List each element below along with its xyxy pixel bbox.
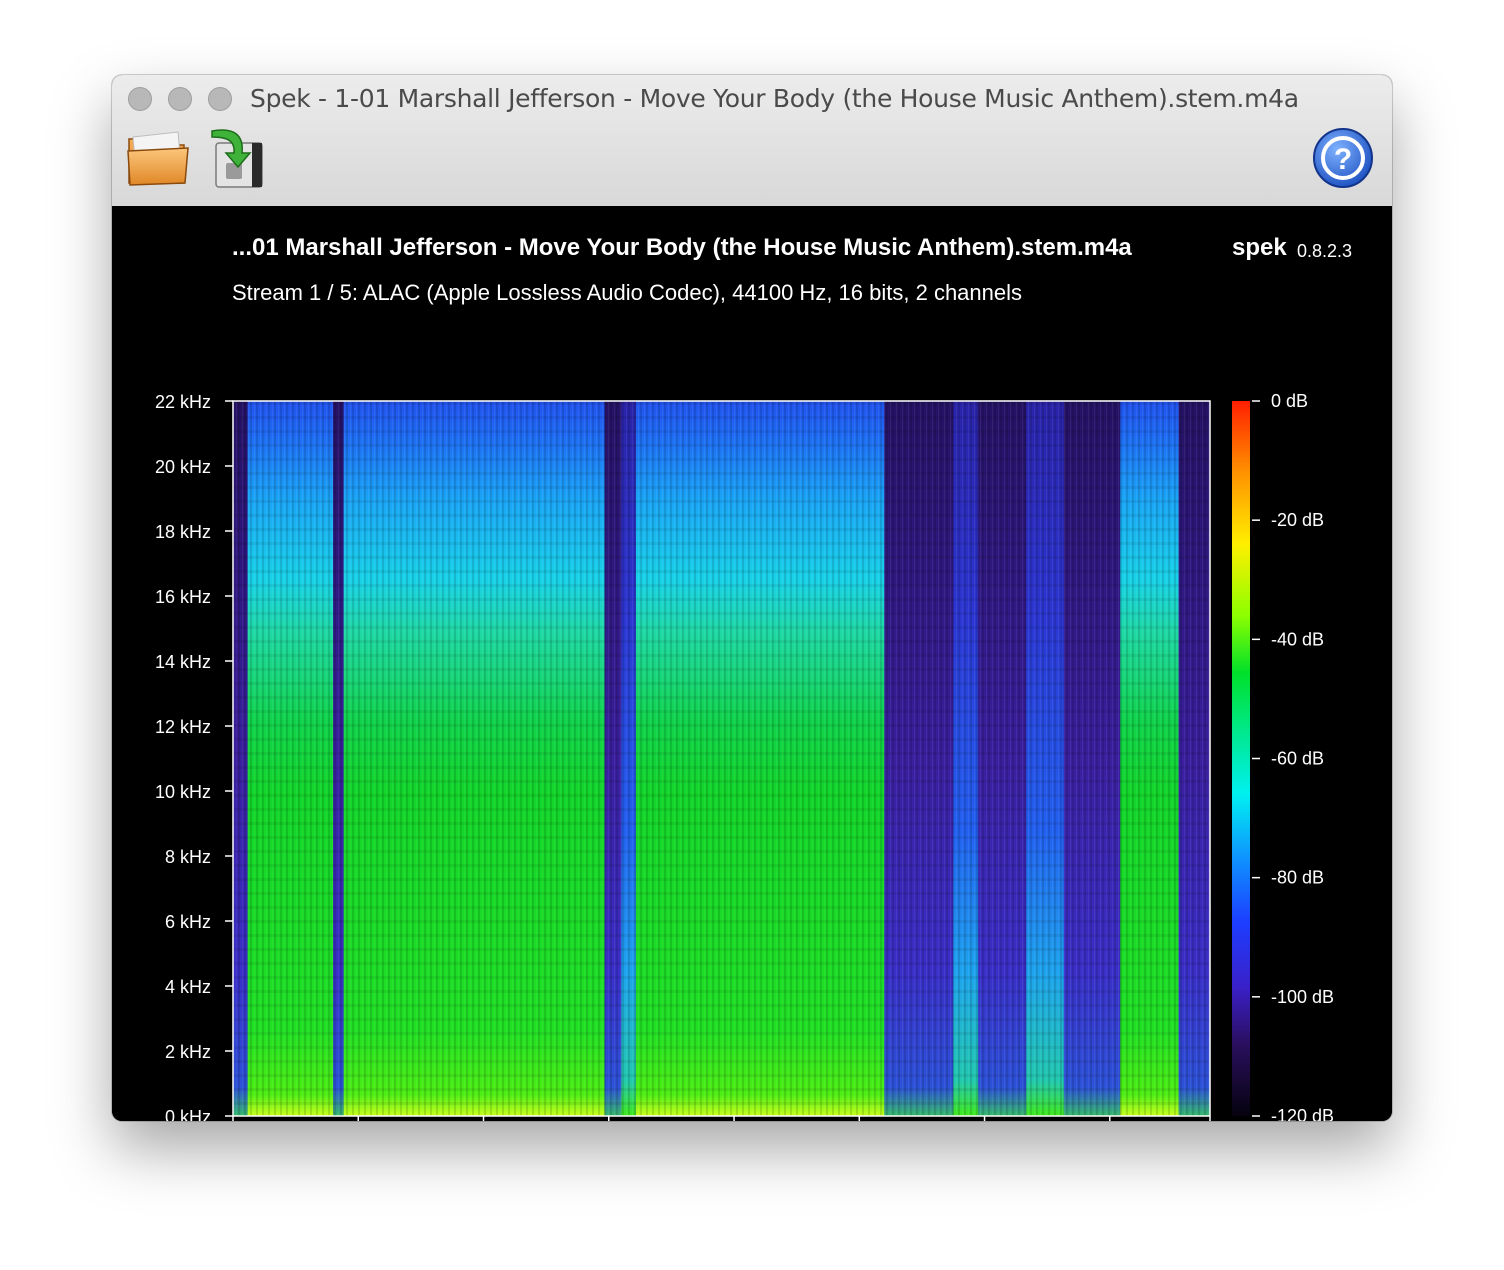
colorbar-tick-label: -100 dB [1271,987,1334,1007]
y-tick-label: 10 kHz [155,782,211,802]
colorbar-tick-label: 0 dB [1271,391,1308,411]
y-tick-label: 12 kHz [155,717,211,737]
app-name-label: spek [1232,234,1287,261]
minimize-window-button[interactable] [168,87,192,111]
title-bar: Spek - 1-01 Marshall Jefferson - Move Yo… [112,75,1392,207]
y-tick-label: 6 kHz [165,912,211,932]
y-tick-label: 16 kHz [155,587,211,607]
help-icon: ? [1313,128,1373,188]
colorbar-tick-label: -60 dB [1271,749,1324,769]
colorbar-tick-label: -20 dB [1271,510,1324,530]
y-tick-label: 18 kHz [155,522,211,542]
plot-frame [232,400,1211,1117]
stream-info-label: Stream 1 / 5: ALAC (Apple Lossless Audio… [232,280,1023,305]
folder-icon [127,131,189,186]
svg-text:?: ? [1334,143,1352,176]
spectrogram-chart: 0 kHz 2 kHz 4 kHz 6 kHz 8 kHz 10 kHz 12 kHz 14 … [155,391,1334,1121]
version-label: 0.8.2.3 [1297,241,1353,261]
y-tick-label: 22 kHz [155,392,211,412]
spek-window: Spek - 1-01 Marshall Jefferson - Move Yo… [112,75,1392,1121]
y-tick-label: 4 kHz [165,977,211,997]
y-tick-label: 2 kHz [165,1042,211,1062]
texture-bands [233,401,1210,1116]
zoom-window-button[interactable] [208,87,232,111]
window-title: Spek - 1-01 Marshall Jefferson - Move Yo… [250,84,1299,113]
save-image-button[interactable] [204,125,274,191]
colorbar-tick-label: -120 dB [1271,1106,1334,1121]
colorbar-tick-label: -40 dB [1271,629,1324,649]
file-name-label: ...01 Marshall Jefferson - Move Your Bod… [232,234,1132,261]
y-tick-label: 14 kHz [155,652,211,672]
y-tick-label: 8 kHz [165,847,211,867]
save-image-icon [211,129,263,188]
y-tick-label: 0 kHz [165,1107,211,1121]
colorbar [1232,401,1250,1116]
help-button[interactable]: ? [1308,125,1378,191]
colorbar-tick-label: -80 dB [1271,868,1324,888]
open-file-button[interactable] [124,125,194,191]
close-window-button[interactable] [128,87,152,111]
y-tick-label: 20 kHz [155,457,211,477]
spectrogram-view: ...01 Marshall Jefferson - Move Your Bod… [112,206,1392,1121]
